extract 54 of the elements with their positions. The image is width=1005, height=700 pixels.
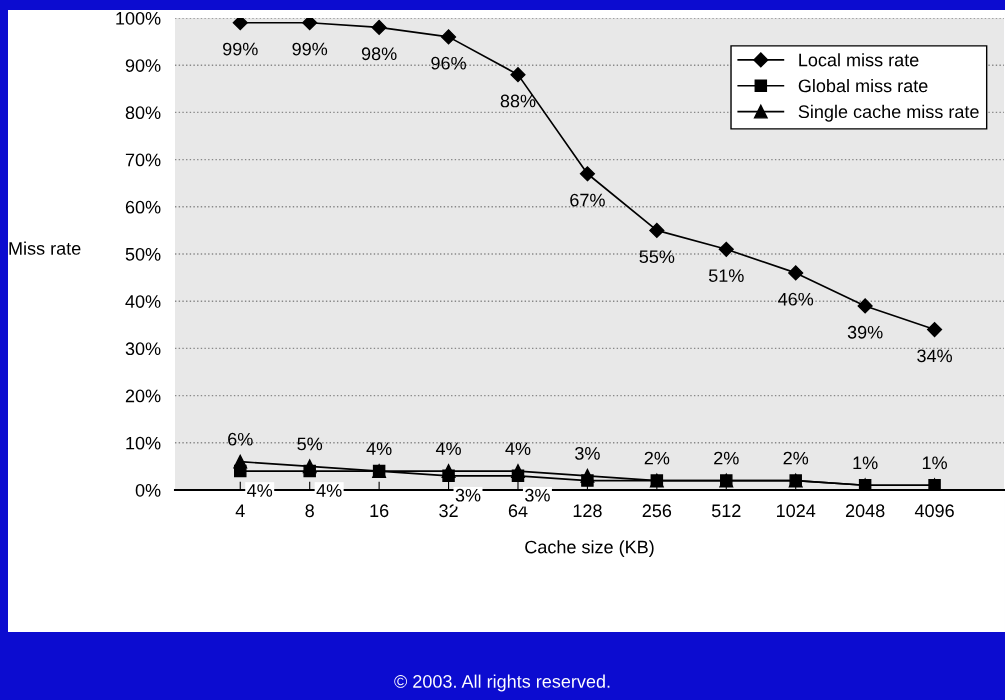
data-label: 98% xyxy=(361,47,397,61)
data-label: 4% xyxy=(247,484,273,497)
legend-label: Local miss rate xyxy=(799,53,919,67)
x-tick-label: 2048 xyxy=(845,504,885,518)
y-tick-label: 10% xyxy=(126,436,161,450)
x-tick-label: 8 xyxy=(305,504,314,518)
data-label: 4% xyxy=(366,442,392,455)
data-label: 99% xyxy=(292,42,328,56)
legend-label: Single cache miss rate xyxy=(798,104,979,122)
y-tick-label: 60% xyxy=(125,200,161,214)
data-label: 1% xyxy=(922,456,947,470)
y-tick-label: 30% xyxy=(125,342,161,356)
x-tick-label: 256 xyxy=(642,504,672,518)
x-tick-label: 4 xyxy=(235,504,245,517)
data-label: 34% xyxy=(917,349,952,363)
data-label: 3% xyxy=(525,488,550,502)
data-label: 4% xyxy=(435,442,461,455)
y-tick-label: 100% xyxy=(116,11,161,25)
x-tick-label: 16 xyxy=(370,504,389,518)
data-label: 51% xyxy=(708,269,744,282)
y-tick-label: 80% xyxy=(125,106,161,120)
data-label: 4% xyxy=(316,484,342,497)
text: © 2003. All rights reserved. xyxy=(394,674,610,692)
data-label: 4% xyxy=(505,442,531,455)
data-label: 5% xyxy=(297,437,323,451)
y-axis-title: Miss rate xyxy=(9,241,81,255)
y-tick-label: 50% xyxy=(125,247,161,261)
data-label: 1% xyxy=(853,456,878,470)
y-tick-label: 70% xyxy=(125,153,161,167)
x-tick-label: 4096 xyxy=(914,504,954,518)
data-label: 99% xyxy=(223,42,258,56)
x-tick-label: 64 xyxy=(508,504,528,518)
data-label: 6% xyxy=(228,432,253,446)
y-tick-label: 90% xyxy=(125,59,161,72)
x-tick-label: 512 xyxy=(711,504,741,518)
data-label: 96% xyxy=(431,56,466,70)
data-label: 46% xyxy=(778,292,814,306)
data-label: 55% xyxy=(639,250,675,264)
x-tick-label: 128 xyxy=(573,504,602,518)
data-label: 67% xyxy=(570,193,605,207)
x-axis-title: Cache size (KB) xyxy=(525,540,654,557)
data-label: 2% xyxy=(714,451,739,465)
x-tick-label: 32 xyxy=(439,504,458,518)
data-label: 3% xyxy=(575,446,600,460)
y-tick-label: 40% xyxy=(125,295,161,308)
data-label: 2% xyxy=(644,451,670,465)
x-tick-label: 1024 xyxy=(777,504,816,518)
data-label: 2% xyxy=(783,451,809,465)
y-tick-label: 20% xyxy=(125,389,161,403)
y-tick-label: 0% xyxy=(135,483,161,497)
data-label: 39% xyxy=(847,325,883,339)
data-label: 88% xyxy=(500,94,536,108)
data-label: 3% xyxy=(455,488,481,502)
legend-label: Global miss rate xyxy=(798,78,928,93)
